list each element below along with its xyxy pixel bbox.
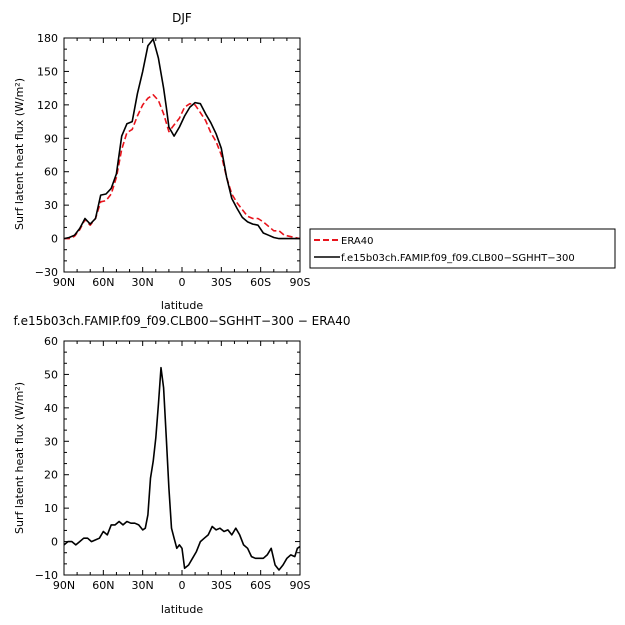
- bottom-chart-y-tick-label: 20: [44, 469, 58, 482]
- bottom-chart-x-tick-label: 0: [179, 579, 186, 592]
- bottom-chart-y-tick-label: 0: [51, 536, 58, 549]
- top-chart-y-tick-label: 180: [37, 32, 58, 45]
- top-chart-x-tick-label: 90S: [290, 276, 311, 289]
- top-chart-y-tick-label: 60: [44, 166, 58, 179]
- legend-box: [309, 228, 616, 269]
- top-chart-y-tick-label: 150: [37, 65, 58, 78]
- bottom-chart-y-axis-label: Surf latent heat flux (W/m²): [13, 382, 26, 534]
- top-chart: DJF −30 0 30 60 90 120 150 180 90N 60N 30N 0 30S 60S 9…: [13, 11, 311, 312]
- bottom-chart-title: f.e15b03ch.FAMIP.f09_f09.CLB00−SGHHT−300…: [13, 314, 350, 328]
- legend-label-era40: ERA40: [341, 236, 373, 247]
- bottom-chart-y-tick-label: −10: [35, 569, 58, 582]
- top-chart-series-line-1: [63, 38, 300, 240]
- legend-label-model: f.e15b03ch.FAMIP.f09_f09.CLB00−SGHHT−300: [341, 253, 575, 264]
- bottom-chart-y-tick-label: 40: [44, 402, 58, 415]
- bottom-chart-plot-frame: [63, 340, 301, 576]
- bottom-chart-x-tick-label: 60S: [250, 579, 271, 592]
- top-chart-y-tick-label: −30: [35, 266, 58, 279]
- top-chart-x-axis-label: latitude: [161, 299, 203, 312]
- top-chart-y-tick-label: 120: [37, 99, 58, 112]
- bottom-chart-series: [63, 366, 301, 571]
- bottom-chart-x-tick-label: 90N: [53, 579, 75, 592]
- bottom-chart-y-tick-label: 50: [44, 368, 58, 381]
- top-chart-x-tick-label: 60N: [92, 276, 114, 289]
- bottom-chart-x-tick-label: 60N: [92, 579, 114, 592]
- bottom-chart-y-tick-label: 10: [44, 502, 58, 515]
- bottom-chart-x-tick-label: 30S: [211, 579, 232, 592]
- top-chart-axes: −30 0 30 60 90 120 150 180 90N 60N 30N 0 30S 60S 90S: [35, 32, 311, 289]
- bottom-chart-y-tick-label: 30: [44, 435, 58, 448]
- top-chart-x-tick-label: 30N: [132, 276, 154, 289]
- bottom-chart-x-tick-label: 30N: [132, 579, 154, 592]
- top-chart-x-tick-label: 0: [179, 276, 186, 289]
- top-chart-y-axis-label: Surf latent heat flux (W/m²): [13, 78, 26, 230]
- top-chart-y-tick-label: 0: [51, 233, 58, 246]
- bottom-chart-series-line-0: [63, 366, 301, 571]
- top-chart-title: DJF: [172, 11, 192, 25]
- bottom-chart-x-tick-label: 90S: [290, 579, 311, 592]
- top-chart-y-tick-label: 30: [44, 199, 58, 212]
- bottom-chart: f.e15b03ch.FAMIP.f09_f09.CLB00−SGHHT−300…: [13, 314, 351, 616]
- top-chart-x-tick-label: 90N: [53, 276, 75, 289]
- top-chart-x-tick-label: 60S: [250, 276, 271, 289]
- bottom-chart-x-axis-label: latitude: [161, 603, 203, 616]
- legend: ERA40 f.e15b03ch.FAMIP.f09_f09.CLB00−SGH…: [309, 228, 616, 269]
- top-chart-x-tick-label: 30S: [211, 276, 232, 289]
- bottom-chart-axes: −10 0 10 20 30 40 50 60 90N 60N 30N 0 30S 60S 90S: [35, 335, 311, 592]
- top-chart-plot-frame: [63, 37, 301, 273]
- bottom-chart-y-tick-label: 60: [44, 335, 58, 348]
- top-chart-series-line-0: [64, 94, 301, 240]
- top-chart-series: [63, 38, 301, 240]
- top-chart-y-tick-label: 90: [44, 132, 58, 145]
